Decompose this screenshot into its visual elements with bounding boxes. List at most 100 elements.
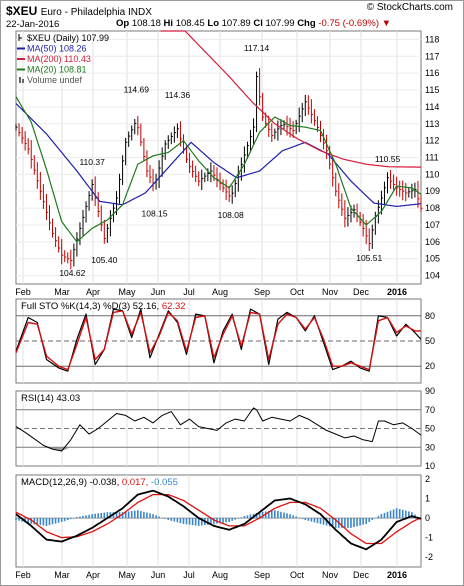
low-label: Lo — [207, 18, 219, 29]
macd-histogram-bar — [173, 518, 176, 522]
stoch-k-value: 52.16, — [133, 301, 162, 312]
price-bar — [234, 179, 237, 198]
macd-histogram-bar — [73, 518, 75, 519]
price-bar — [411, 183, 414, 199]
x-tick-label: Sep — [254, 287, 270, 297]
price-bar — [246, 141, 250, 159]
macd-histogram-bar — [121, 512, 124, 519]
x-tick-label: Nov — [322, 287, 339, 297]
macd-histogram-bar — [240, 517, 243, 519]
macd-histogram-bar — [341, 518, 343, 528]
price-bar — [176, 123, 179, 139]
rsi-legend: RSI(14) 43.03 — [21, 393, 80, 404]
price-bar — [134, 118, 137, 135]
price-bar — [55, 227, 58, 248]
symbol-description: Euro - Philadelphia INDX — [40, 7, 152, 18]
price-bar — [332, 155, 335, 187]
price-bar — [106, 223, 109, 243]
x-tick-label: Aug — [212, 570, 228, 580]
macd-histogram-bar — [200, 518, 203, 526]
stoch-legend: Full STO %K(14,3) %D(3) 52.16, 62.32 — [21, 301, 186, 312]
macd-histogram-bar — [289, 514, 291, 519]
x-tick-label: Apr — [86, 287, 100, 297]
price-bar — [326, 134, 329, 160]
x-tick-label: May — [118, 287, 136, 297]
macd-histogram-bar — [127, 511, 130, 519]
macd-histogram-bar — [97, 513, 100, 519]
macd-histogram-bar — [280, 511, 282, 519]
price-y-tick: 109 — [425, 186, 440, 196]
macd-histogram-bar — [374, 518, 377, 519]
macd-histogram-bar — [304, 518, 307, 521]
price-bar — [21, 126, 24, 144]
macd-histogram-bar — [18, 518, 20, 521]
price-bar — [27, 138, 30, 155]
macd-histogram-bar — [386, 511, 389, 519]
macd-legend: MACD(12,26,9) -0.038, 0.017, -0.055 — [21, 477, 178, 488]
x-tick-label: Oct — [290, 287, 305, 297]
change-label: Chg — [297, 18, 316, 29]
macd-histogram-bar — [286, 513, 288, 519]
price-bar — [52, 218, 55, 238]
macd-histogram-bar — [328, 518, 331, 527]
price-y-tick: 112 — [425, 136, 439, 146]
macd-histogram-bar — [301, 518, 304, 519]
macd-histogram-bar — [143, 511, 145, 519]
price-bar — [307, 95, 310, 115]
low-value: 107.89 — [221, 18, 251, 29]
macd-histogram-bar — [368, 518, 371, 522]
macd-histogram-bar — [76, 517, 78, 519]
price-bar — [249, 129, 253, 153]
price-bar — [58, 236, 61, 253]
macd-histogram-bar — [194, 518, 197, 526]
macd-histogram-bar — [267, 511, 270, 519]
x-tick-label: Jul — [183, 287, 195, 297]
price-bar — [195, 165, 198, 183]
stoch-y-tick: 50 — [425, 336, 435, 346]
price-y-tick: 108 — [425, 203, 440, 213]
macd-histogram-bar — [185, 518, 188, 525]
price-bar — [387, 172, 390, 194]
price-bar — [24, 131, 27, 151]
price-bar — [341, 193, 344, 217]
change-down-icon: ▼ — [381, 18, 392, 29]
macd-histogram-bar — [237, 518, 240, 519]
x-tick-label: Aug — [212, 287, 228, 297]
price-annotation: 114.36 — [165, 90, 191, 100]
ma50-line — [15, 103, 422, 207]
price-y-tick: 114 — [425, 102, 439, 112]
macd-histogram-bar — [39, 518, 42, 526]
macd-histogram-bar — [371, 518, 374, 521]
rsi-y-tick: 50 — [425, 424, 435, 434]
price-bar — [201, 169, 204, 191]
legend-label: Volume undef — [27, 75, 83, 85]
price-bar — [88, 191, 91, 211]
macd-histogram-bar — [258, 512, 261, 519]
price-bar — [295, 119, 298, 135]
price-bar — [420, 195, 423, 212]
stoch-d-line — [15, 310, 421, 371]
macd-histogram-bar — [325, 518, 328, 526]
price-bar — [368, 228, 371, 252]
macd-histogram-bar — [295, 516, 297, 519]
stoch-y-tick: 20 — [425, 361, 435, 371]
macd-histogram-bar — [118, 512, 121, 519]
close-label: Cl — [253, 18, 263, 29]
price-bar — [323, 128, 326, 150]
price-bar — [213, 165, 216, 182]
x-tick-label: Feb — [15, 287, 31, 297]
macd-histogram-bar — [188, 518, 191, 525]
price-annotation: 110.55 — [375, 154, 401, 164]
price-bar — [210, 162, 213, 183]
macd-histogram-bar — [219, 518, 221, 524]
price-bar — [82, 209, 85, 236]
price-bar — [167, 135, 170, 150]
x-tick-label: Jul — [183, 570, 195, 580]
macd-histogram-bar — [152, 514, 154, 519]
price-bar — [301, 102, 304, 123]
macd-histogram-bar — [334, 518, 337, 528]
price-bar — [79, 222, 82, 246]
macd-histogram-bar — [261, 511, 264, 519]
macd-histogram-bar — [313, 518, 316, 523]
